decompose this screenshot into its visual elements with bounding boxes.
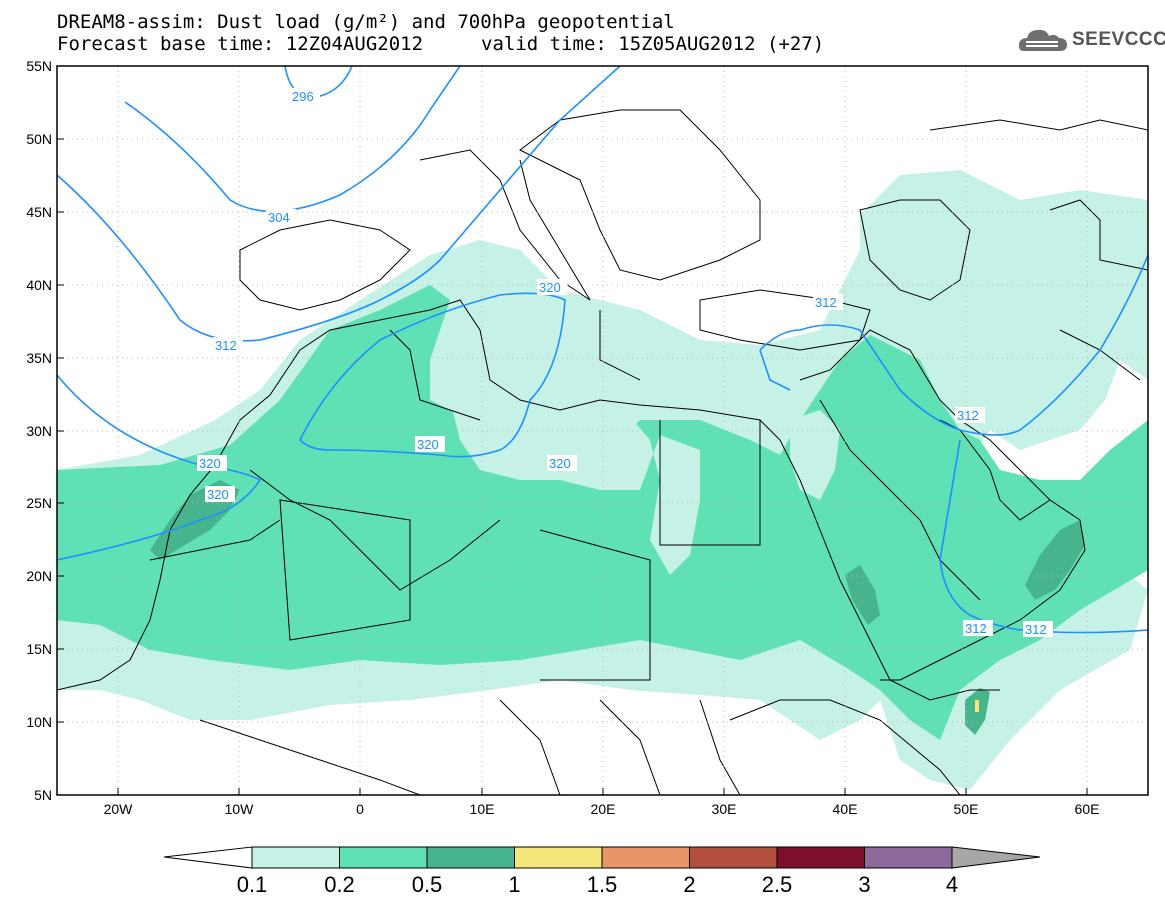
lat-label: 5N xyxy=(34,787,52,803)
logo-text: SEEVCCC xyxy=(1072,29,1165,50)
lon-label: 60E xyxy=(1075,801,1100,817)
graticule xyxy=(57,66,1148,795)
colorbar-cell xyxy=(689,846,778,869)
colorbar-label: 0.1 xyxy=(236,872,268,897)
lon-label: 30E xyxy=(712,801,737,817)
lon-label: 20W xyxy=(104,801,134,817)
latitude-labels: 55N 50N 45N 40N 35N 30N 25N 20N 15N 10N … xyxy=(26,58,52,803)
lat-label: 30N xyxy=(26,423,52,439)
colorbar-cell xyxy=(514,846,603,869)
tick-marks xyxy=(57,138,1088,795)
colorbar-cell xyxy=(864,846,953,869)
colorbar-cells xyxy=(251,846,953,869)
colorbar-cell xyxy=(776,846,865,869)
contour-labels: 296 304 312 320 320 320 320 320 312 312 … xyxy=(197,88,1053,637)
lat-label: 45N xyxy=(26,204,52,220)
base-time-label: Forecast base time: 12Z04AUG2012 xyxy=(57,33,424,55)
colorbar-cell xyxy=(601,846,690,869)
colorbar-label: 3 xyxy=(858,872,871,897)
longitude-labels: 20W 10W 0 10E 20E 30E 40E 50E 60E xyxy=(104,801,1100,817)
contour-label: 304 xyxy=(268,210,290,225)
lon-label: 40E xyxy=(833,801,858,817)
dust-region-light-arabia xyxy=(790,410,840,500)
lon-label: 10W xyxy=(225,801,255,817)
colorbar-label: 2 xyxy=(683,872,696,897)
colorbar-label: 4 xyxy=(945,872,959,897)
dust-region-medium xyxy=(57,285,1148,740)
lon-label: 0 xyxy=(356,801,364,817)
forecast-times: Forecast base time: 12Z04AUG2012 valid ti… xyxy=(57,33,824,55)
colorbar-under-arrow xyxy=(163,846,253,869)
colorbar-label: 0.5 xyxy=(411,872,443,897)
cloud-icon xyxy=(1018,29,1067,51)
contour-label: 320 xyxy=(539,280,561,295)
contour-label: 320 xyxy=(207,487,229,502)
dust-region-yellow xyxy=(975,700,979,712)
colorbar-cell xyxy=(251,846,340,869)
lat-label: 25N xyxy=(26,495,52,511)
contour-label: 312 xyxy=(965,621,987,636)
lat-label: 35N xyxy=(26,350,52,366)
lat-label: 10N xyxy=(26,714,52,730)
contour-label: 296 xyxy=(292,89,314,104)
colorbar-label: 0.2 xyxy=(324,872,355,897)
dust-map: 296 304 312 320 320 320 320 320 312 312 … xyxy=(26,58,1149,817)
colorbar-label: 2.5 xyxy=(761,872,793,897)
dust-region-dark-redsea xyxy=(845,565,880,625)
valid-time-label: valid time: 15Z05AUG2012 (+27) xyxy=(481,33,825,55)
dust-region-dark-oman xyxy=(1025,520,1085,600)
geopotential-contours xyxy=(57,66,1148,634)
lat-label: 40N xyxy=(26,277,52,293)
seevccc-logo: SEEVCCC xyxy=(1018,26,1165,54)
colorbar-label: 1.5 xyxy=(586,872,618,897)
colorbar-cell xyxy=(426,846,515,869)
lon-label: 20E xyxy=(591,801,616,817)
lat-label: 55N xyxy=(26,58,52,74)
colorbar-over-arrow xyxy=(951,846,1041,869)
colorbar-label: 1 xyxy=(508,872,521,897)
lat-label: 20N xyxy=(26,568,52,584)
contour-label: 312 xyxy=(215,338,237,353)
lat-label: 15N xyxy=(26,641,52,657)
contour-label: 320 xyxy=(417,437,439,452)
contour-label: 320 xyxy=(199,456,221,471)
contour-label: 320 xyxy=(549,456,571,471)
lon-label: 10E xyxy=(470,801,495,817)
contour-label: 312 xyxy=(957,408,979,423)
contour-label: 312 xyxy=(815,295,837,310)
contour-label: 312 xyxy=(1025,622,1047,637)
lon-label: 50E xyxy=(954,801,979,817)
colorbar-cell xyxy=(339,846,428,869)
lat-label: 50N xyxy=(26,131,52,147)
colorbar xyxy=(163,846,1041,869)
map-title: DREAM8-assim: Dust load (g/m²) and 700hP… xyxy=(57,11,675,33)
